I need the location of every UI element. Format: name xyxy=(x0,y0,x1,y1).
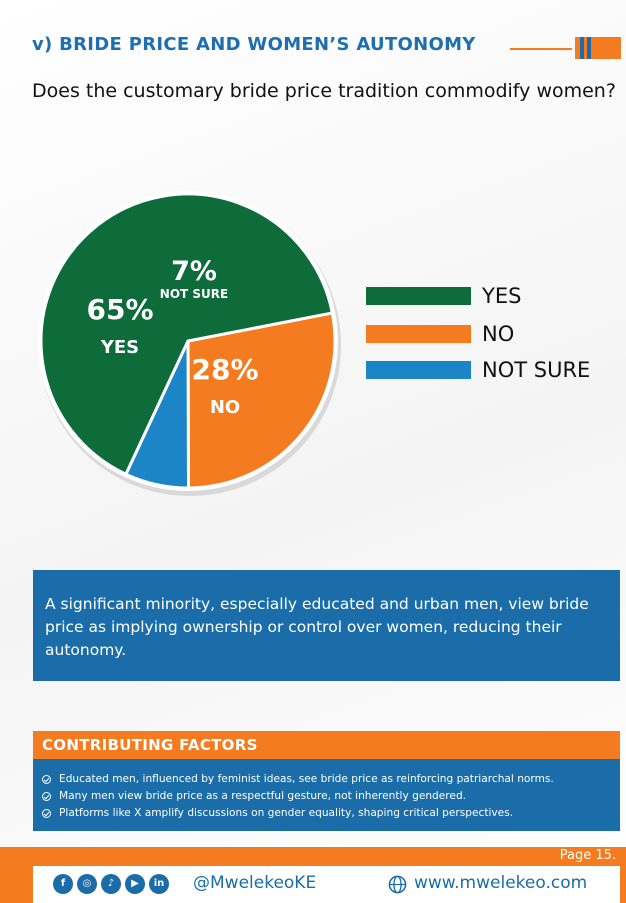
legend-item-not-sure: NOT SURE xyxy=(366,358,616,382)
page-number: Page 15. xyxy=(559,848,616,863)
title-rule xyxy=(510,48,572,50)
pie-value-label-not-sure: 7% xyxy=(171,256,217,287)
legend-label-yes: YES xyxy=(482,284,522,308)
pie-slice-no xyxy=(186,311,337,490)
facebook-icon[interactable]: f xyxy=(53,874,73,894)
instagram-icon[interactable]: ◎ xyxy=(77,874,97,894)
tiktok-icon[interactable]: ♪ xyxy=(101,874,121,894)
legend-swatch-yes xyxy=(366,287,471,305)
website-link[interactable]: www.mwelekeo.com xyxy=(414,873,588,893)
legend-item-no: NO xyxy=(366,322,616,346)
pie-category-label-no: NO xyxy=(210,397,240,418)
pie-category-label-not-sure: NOT SURE xyxy=(160,287,228,301)
legend-item-yes: YES xyxy=(366,284,616,308)
pie-chart: 28% NO 7%NOT SURE 65% YES xyxy=(39,192,341,496)
check-icon xyxy=(42,809,51,818)
factor-text: Educated men, influenced by feminist ide… xyxy=(59,773,554,785)
factor-item: Platforms like X amplify discussions on … xyxy=(42,805,620,822)
check-icon xyxy=(42,792,51,801)
pie-slice-yes xyxy=(39,192,334,476)
brand-logo-icon xyxy=(575,37,621,59)
youtube-icon[interactable]: ▶ xyxy=(125,874,145,894)
legend-label-no: NO xyxy=(482,322,515,346)
check-icon xyxy=(42,775,51,784)
legend-label-not-sure: NOT SURE xyxy=(482,358,591,382)
factor-item: Many men view bride price as a respectfu… xyxy=(42,788,620,805)
contributing-factors-list: Educated men, influenced by feminist ide… xyxy=(33,759,620,831)
factor-text: Platforms like X amplify discussions on … xyxy=(59,807,514,819)
legend-swatch-no xyxy=(366,325,471,343)
section-title: v) BRIDE PRICE AND WOMEN’S AUTONOMY xyxy=(32,34,476,55)
key-finding-box: A significant minority, especially educa… xyxy=(33,570,620,681)
social-handle[interactable]: @MwelekeoKE xyxy=(193,873,317,893)
pie-value-label-no: 28% xyxy=(191,353,258,386)
pie-category-label-yes: YES xyxy=(100,337,139,358)
pie-value-label-yes: 65% xyxy=(86,293,153,326)
contributing-factors-heading: CONTRIBUTING FACTORS xyxy=(33,731,620,759)
key-finding-text: A significant minority, especially educa… xyxy=(45,595,589,659)
linkedin-icon[interactable]: in xyxy=(149,874,169,894)
survey-question: Does the customary bride price tradition… xyxy=(32,80,616,102)
globe-icon xyxy=(388,875,407,894)
legend-swatch-not-sure xyxy=(366,361,471,379)
footer-bar: f ◎ ♪ ▶ in @MwelekeoKE www.mwelekeo.com xyxy=(33,866,620,903)
factor-item: Educated men, influenced by feminist ide… xyxy=(42,771,620,788)
factor-text: Many men view bride price as a respectfu… xyxy=(59,790,467,802)
